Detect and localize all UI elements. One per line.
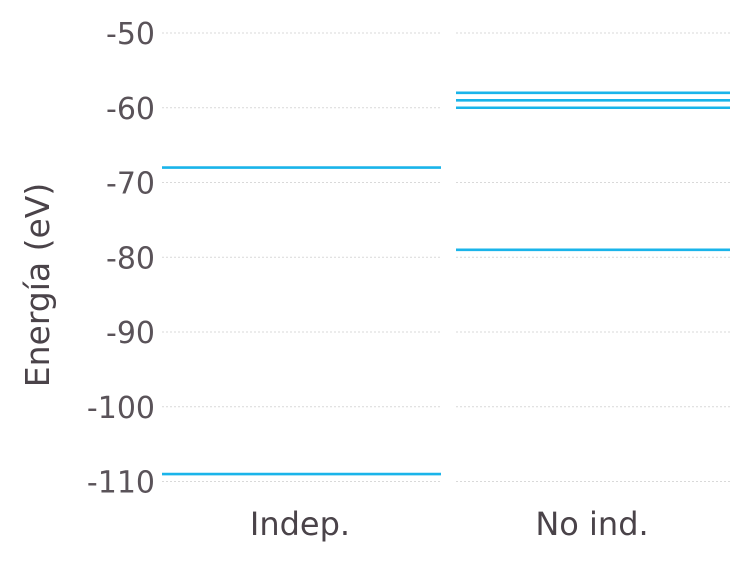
category-label-1: No ind.	[535, 505, 648, 543]
y-tick-label: -50	[106, 17, 155, 52]
y-tick-label: -80	[106, 241, 155, 276]
y-tick-label: -60	[106, 92, 155, 127]
y-tick-label: -70	[106, 167, 155, 202]
category-label-0: Indep.	[250, 505, 350, 543]
y-tick-label: -110	[87, 466, 155, 501]
y-tick-label: -90	[106, 316, 155, 351]
energy-levels	[162, 91, 730, 476]
y-axis-title: Energía (eV)	[18, 183, 57, 388]
category-labels: Indep. No ind.	[250, 505, 649, 543]
y-tick-label: -100	[87, 391, 155, 426]
y-tick-labels: -50 -60 -70 -80 -90 -100 -110	[87, 17, 155, 501]
